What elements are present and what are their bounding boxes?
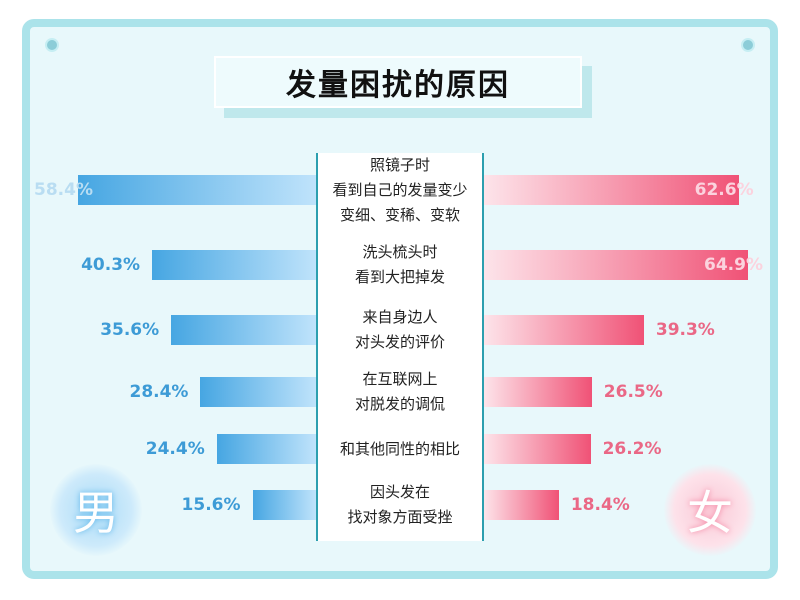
bar-male xyxy=(78,175,316,205)
value-label-female: 39.3% xyxy=(655,320,715,340)
bar-male xyxy=(200,377,316,407)
female-badge: 女 xyxy=(664,464,756,556)
value-label-male: 15.6% xyxy=(181,495,241,515)
category-panel xyxy=(317,153,483,541)
value-label-male: 35.6% xyxy=(100,320,160,340)
category-label: 在互联网上 对脱发的调侃 xyxy=(354,370,445,413)
value-label-female: 26.2% xyxy=(602,439,662,459)
category-label: 照镜子时 看到自己的发量变少 变细、变稀、变软 xyxy=(332,155,468,224)
value-label-female: 18.4% xyxy=(570,495,630,515)
value-label-male: 40.3% xyxy=(81,255,141,275)
category-label: 和其他同性的相比 xyxy=(339,439,460,458)
chart-title: 发量困扰的原因 xyxy=(214,56,582,108)
pin-right xyxy=(741,38,755,52)
bar-female xyxy=(484,175,739,205)
bar-female xyxy=(484,315,644,345)
value-label-female: 26.5% xyxy=(603,382,663,402)
value-label-male: 28.4% xyxy=(129,382,189,402)
pin-left xyxy=(45,38,59,52)
bar-female xyxy=(484,250,748,280)
bar-female xyxy=(484,377,592,407)
bar-male xyxy=(252,490,316,520)
value-label-male: 24.4% xyxy=(145,439,205,459)
value-label-female: 64.9% xyxy=(704,255,763,275)
bar-male xyxy=(171,315,316,345)
divider-left xyxy=(316,153,318,541)
bar-male xyxy=(152,250,316,280)
bar-male xyxy=(216,434,316,464)
value-label-female: 62.6% xyxy=(694,180,754,200)
male-badge: 男 xyxy=(50,464,142,556)
bar-female xyxy=(484,490,559,520)
category-label: 洗头梳头时 看到大把掉发 xyxy=(354,243,445,286)
bar-female xyxy=(484,434,591,464)
divider-right xyxy=(482,153,484,541)
category-label: 因头发在 找对象方面受挫 xyxy=(347,483,453,526)
value-label-male: 58.4% xyxy=(34,180,93,200)
category-label: 来自身边人 对头发的评价 xyxy=(354,308,445,351)
